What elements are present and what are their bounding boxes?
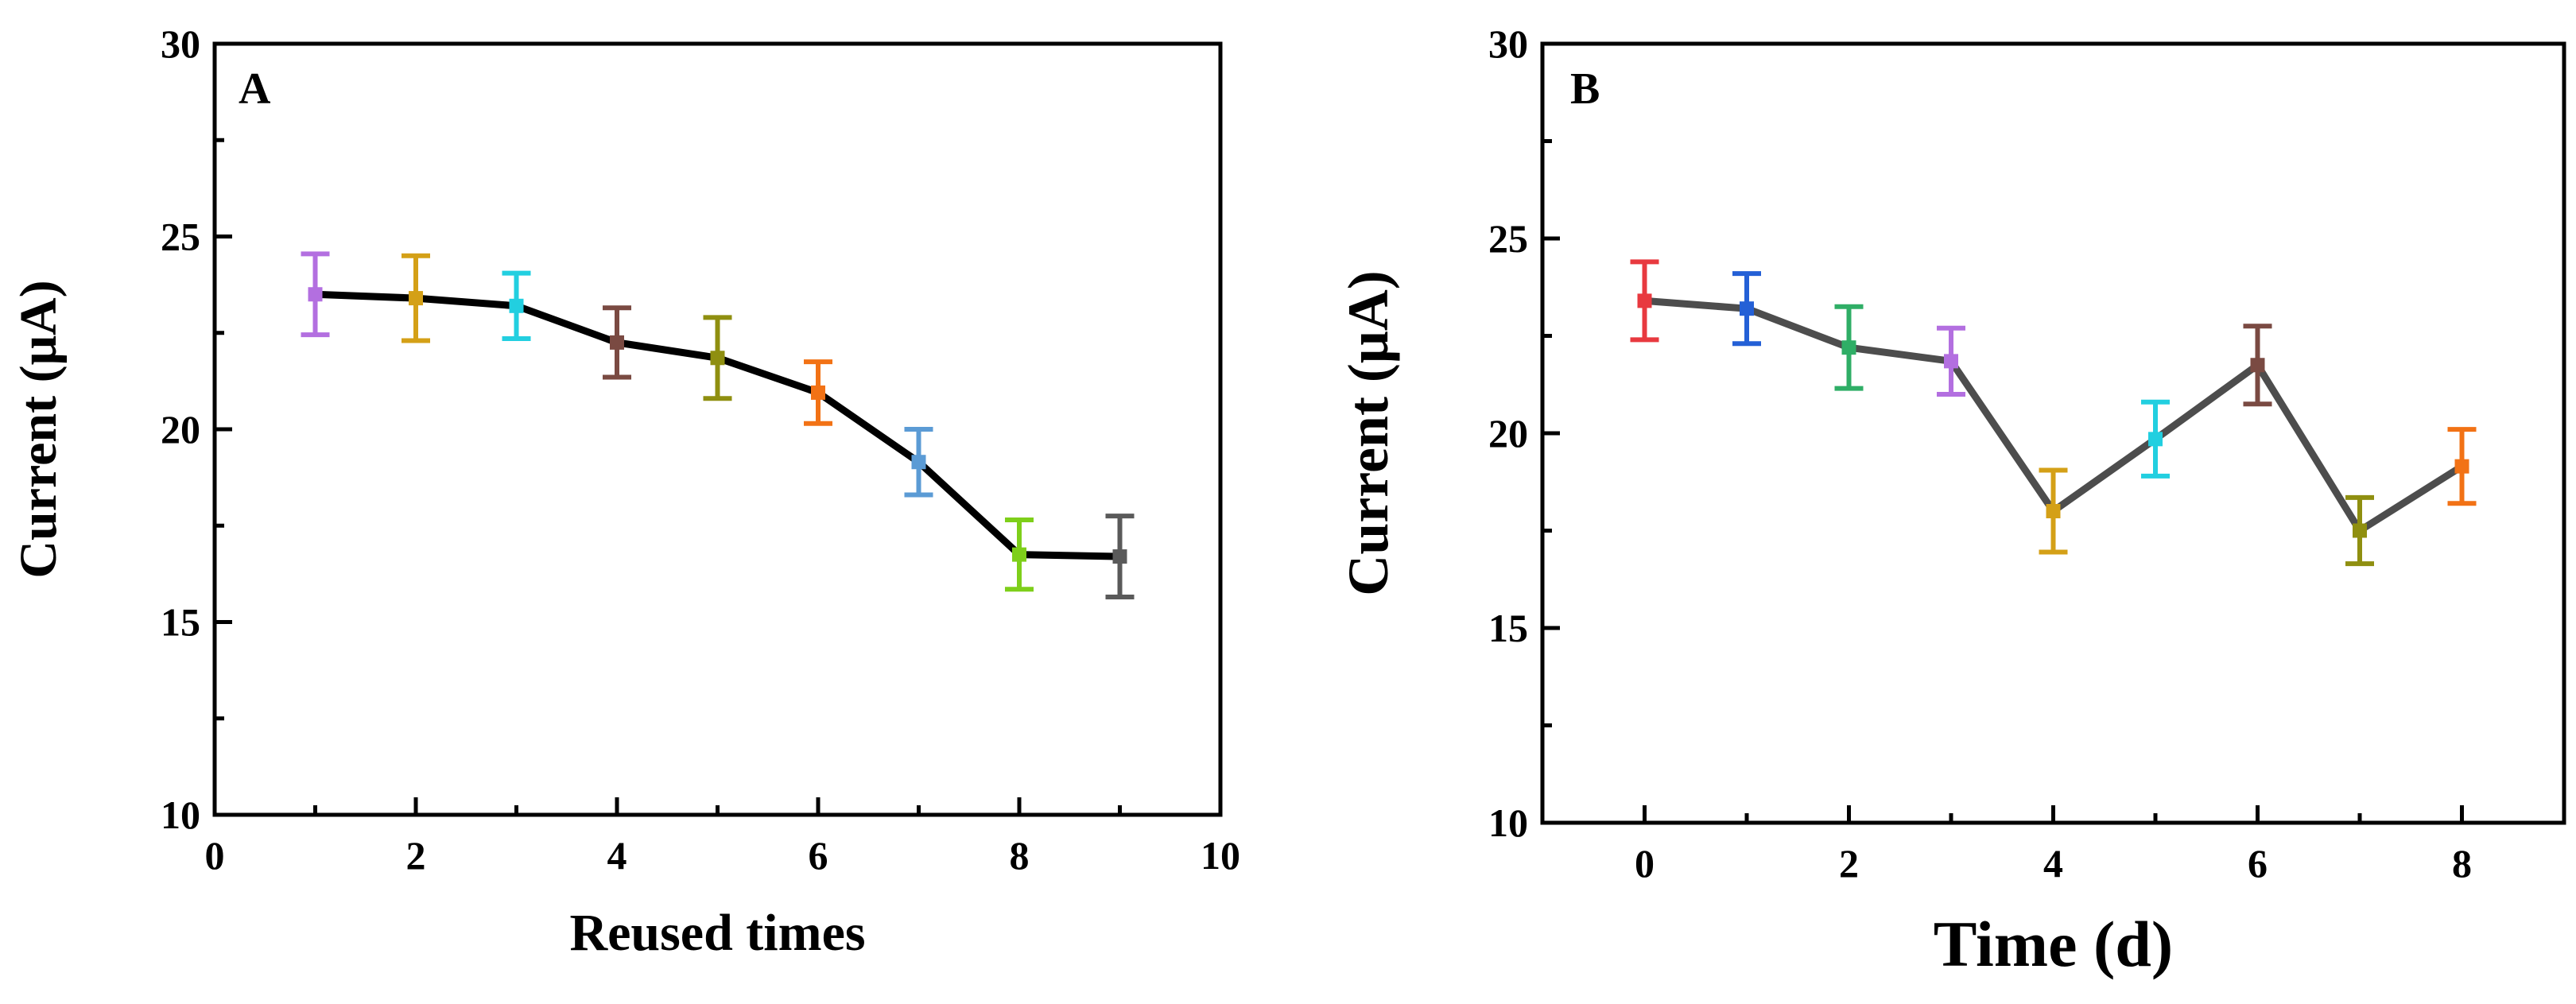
data-point	[1944, 354, 1958, 369]
data-point	[811, 385, 825, 400]
y-tick-label: 25	[1488, 216, 1528, 261]
x-tick-label: 6	[2248, 841, 2268, 886]
x-tick-label: 4	[607, 833, 627, 878]
panel-letter: A	[239, 64, 271, 114]
y-axis-label: Current (μA)	[10, 280, 68, 578]
data-point	[1740, 301, 1754, 316]
data-point	[308, 287, 323, 302]
data-point	[710, 351, 725, 366]
x-tick-label: 0	[205, 833, 225, 878]
y-tick-label: 15	[1488, 606, 1528, 650]
y-tick-label: 10	[1488, 800, 1528, 845]
plot-frame	[1540, 41, 2566, 825]
data-point	[2454, 459, 2469, 474]
x-tick-label: 0	[1635, 841, 1655, 886]
data-point	[2046, 504, 2061, 518]
panel-letter: B	[1570, 64, 1600, 114]
y-tick-label: 30	[1488, 21, 1528, 66]
data-point	[1841, 340, 1856, 355]
data-point	[2353, 523, 2367, 538]
data-point	[1012, 547, 1026, 562]
x-tick-label: 8	[1010, 833, 1030, 878]
y-tick-label: 30	[161, 21, 200, 66]
data-point	[509, 298, 524, 313]
y-tick-label: 25	[161, 215, 200, 259]
data-point	[1637, 293, 1652, 308]
x-axis-label: Reused times	[569, 904, 865, 962]
data-point	[2250, 358, 2265, 373]
x-tick-label: 10	[1201, 833, 1240, 878]
y-tick-label: 15	[161, 600, 200, 645]
y-tick-label: 10	[161, 793, 200, 837]
panel-b-chart: 0 2 4 6 8 10 15 20 25 30 Time (d) Current (μA) B	[1336, 21, 2566, 980]
y-axis-label: Current (μA)	[1336, 270, 1400, 595]
y-tick-label: 20	[1488, 411, 1528, 455]
y-tick-label: 20	[161, 407, 200, 452]
x-tick-label: 4	[2043, 841, 2063, 886]
data-point	[1112, 549, 1127, 564]
x-tick-label: 6	[809, 833, 828, 878]
x-tick-label: 2	[406, 833, 426, 878]
x-axis-label: Time (d)	[1934, 908, 2173, 980]
data-point	[911, 455, 926, 470]
x-tick-label: 2	[1839, 841, 1859, 886]
data-point	[409, 291, 423, 306]
data-point	[610, 335, 624, 350]
x-tick-label: 8	[2452, 841, 2472, 886]
data-point	[2148, 432, 2163, 447]
plot-frame	[212, 41, 1223, 817]
panel-a-chart: 0 2 4 6 8 10 10 15 20 25 30 Reused times Current (μA…	[10, 21, 1240, 962]
